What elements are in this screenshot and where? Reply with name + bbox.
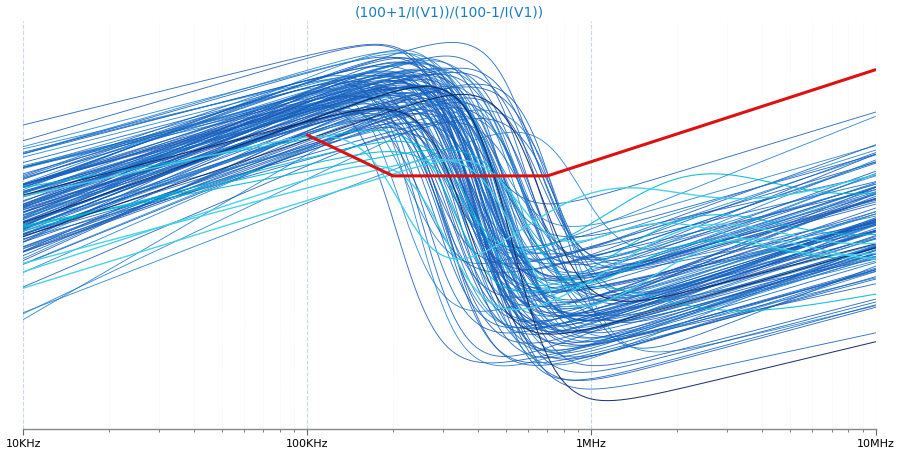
Title: (100+1/I(V1))/(100-1/I(V1)): (100+1/I(V1))/(100-1/I(V1)) bbox=[355, 5, 544, 20]
